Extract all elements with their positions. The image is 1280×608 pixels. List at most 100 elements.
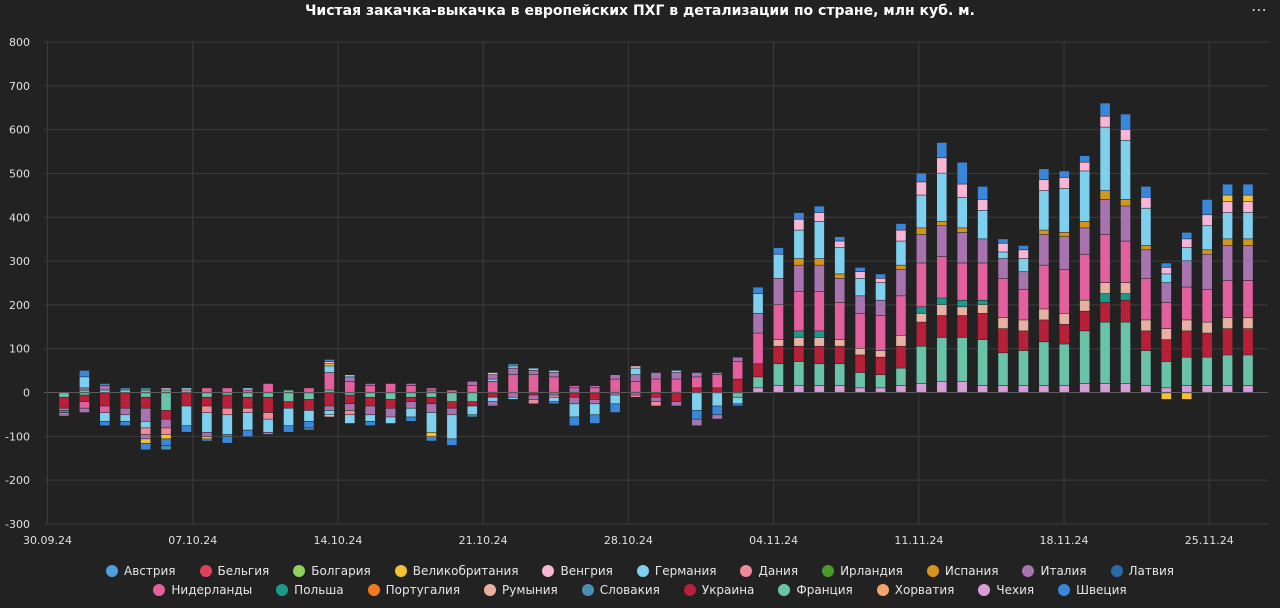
bar-segment[interactable] (773, 278, 784, 305)
bar-segment[interactable] (998, 239, 1008, 243)
bar-segment[interactable] (794, 385, 804, 392)
bar-segment[interactable] (100, 421, 110, 426)
bar-segment[interactable] (447, 390, 457, 392)
bar-segment[interactable] (773, 346, 784, 364)
bar-segment[interactable] (834, 346, 845, 364)
bar-segment[interactable] (426, 397, 437, 404)
bar-segment[interactable] (753, 287, 763, 294)
bar-segment[interactable] (1079, 228, 1090, 254)
bar-segment[interactable] (896, 265, 906, 270)
bar-segment[interactable] (998, 318, 1008, 329)
bar-segment[interactable] (79, 388, 90, 390)
bar-segment[interactable] (875, 357, 886, 375)
bar-segment[interactable] (834, 274, 845, 279)
bar-segment[interactable] (1222, 245, 1233, 281)
bar-segment[interactable] (753, 293, 763, 314)
bar-segment[interactable] (875, 278, 886, 283)
bar-segment[interactable] (1222, 329, 1233, 355)
bar-segment[interactable] (855, 278, 865, 296)
bar-segment[interactable] (385, 393, 396, 400)
bar-segment[interactable] (202, 406, 212, 413)
bar-segment[interactable] (1079, 254, 1090, 300)
legend-item[interactable]: Болгария (293, 562, 371, 579)
bar-segment[interactable] (120, 421, 131, 426)
bar-segment[interactable] (181, 390, 192, 392)
bar-segment[interactable] (1141, 278, 1151, 320)
bar-segment[interactable] (181, 388, 192, 390)
bar-segment[interactable] (161, 439, 171, 446)
bar-segment[interactable] (100, 383, 110, 386)
bar-segment[interactable] (242, 393, 253, 397)
bar-segment[interactable] (426, 432, 437, 437)
bar-segment[interactable] (120, 390, 131, 392)
bar-segment[interactable] (1202, 385, 1212, 392)
bar-segment[interactable] (692, 388, 702, 392)
bar-segment[interactable] (1181, 331, 1192, 357)
bar-segment[interactable] (324, 359, 335, 362)
bar-segment[interactable] (79, 401, 90, 408)
bar-segment[interactable] (732, 361, 743, 379)
bar-segment[interactable] (875, 388, 886, 392)
bar-segment[interactable] (957, 300, 968, 307)
bar-segment[interactable] (1161, 263, 1172, 268)
bar-segment[interactable] (896, 241, 906, 265)
bar-segment[interactable] (100, 412, 110, 422)
bar-segment[interactable] (1120, 322, 1131, 384)
bar-segment[interactable] (957, 184, 968, 197)
bar-segment[interactable] (773, 254, 784, 279)
bar-segment[interactable] (120, 388, 131, 390)
bar-segment[interactable] (467, 381, 478, 386)
bar-segment[interactable] (1161, 267, 1172, 274)
bar-segment[interactable] (814, 364, 825, 386)
bar-segment[interactable] (161, 445, 171, 450)
bar-segment[interactable] (1039, 190, 1049, 230)
bar-segment[interactable] (1181, 287, 1192, 320)
bar-segment[interactable] (1039, 342, 1049, 386)
bar-segment[interactable] (549, 401, 559, 404)
bar-segment[interactable] (1079, 383, 1090, 392)
bar-segment[interactable] (692, 410, 702, 419)
bar-segment[interactable] (1079, 311, 1090, 331)
bar-segment[interactable] (1243, 245, 1253, 281)
bar-segment[interactable] (242, 412, 253, 430)
bar-segment[interactable] (1181, 393, 1192, 400)
bar-segment[interactable] (1202, 333, 1212, 357)
bar-segment[interactable] (998, 385, 1008, 392)
bar-segment[interactable] (222, 393, 233, 395)
bar-segment[interactable] (1161, 274, 1172, 283)
bar-segment[interactable] (671, 372, 682, 379)
bar-segment[interactable] (875, 300, 886, 316)
bar-segment[interactable] (79, 393, 90, 395)
bar-segment[interactable] (1079, 155, 1090, 162)
bar-segment[interactable] (1161, 339, 1172, 362)
bar-segment[interactable] (732, 379, 743, 392)
bar-segment[interactable] (140, 421, 151, 428)
bar-segment[interactable] (1243, 195, 1253, 202)
bar-segment[interactable] (1181, 385, 1192, 392)
bar-segment[interactable] (1243, 385, 1253, 392)
bar-segment[interactable] (222, 408, 233, 415)
bar-segment[interactable] (528, 395, 539, 400)
bar-segment[interactable] (365, 415, 376, 422)
bar-segment[interactable] (1039, 180, 1049, 191)
bar-segment[interactable] (304, 399, 314, 411)
bar-segment[interactable] (916, 346, 927, 384)
bar-segment[interactable] (916, 307, 927, 314)
legend-item[interactable]: Бельгия (199, 562, 269, 579)
bar-segment[interactable] (487, 372, 498, 375)
bar-segment[interactable] (1059, 385, 1070, 392)
legend-item[interactable]: Франция (778, 581, 853, 598)
bar-segment[interactable] (263, 393, 273, 397)
bar-segment[interactable] (998, 258, 1008, 279)
bar-segment[interactable] (140, 393, 151, 397)
bar-segment[interactable] (1100, 302, 1110, 322)
bar-segment[interactable] (222, 434, 233, 437)
bar-segment[interactable] (406, 397, 416, 402)
bar-segment[interactable] (651, 372, 661, 379)
bar-segment[interactable] (181, 426, 192, 432)
bar-segment[interactable] (916, 195, 927, 228)
bar-segment[interactable] (447, 408, 457, 415)
bar-segment[interactable] (365, 393, 376, 397)
legend-item[interactable]: Швеция (1058, 581, 1127, 598)
bar-segment[interactable] (1120, 199, 1131, 206)
